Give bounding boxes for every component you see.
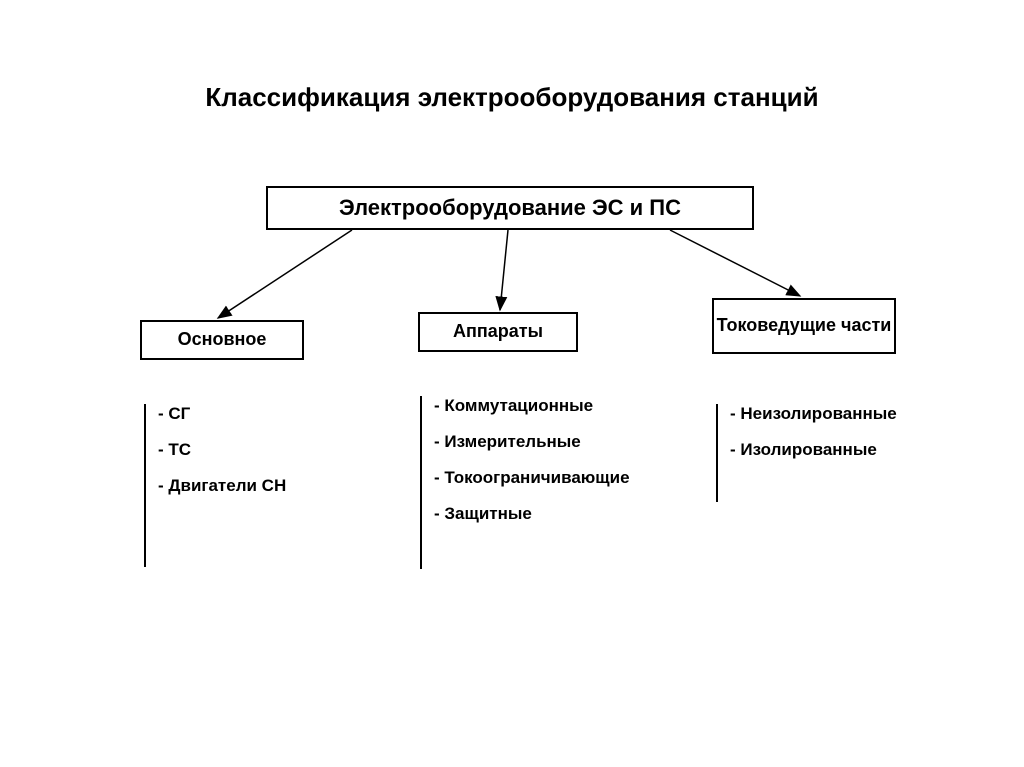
child-node-apparatus: Аппараты [418,312,578,352]
child-node-conductive-parts: Токоведущие части [712,298,896,354]
items-column-apparatus: - Коммутационные - Измерительные - Токоо… [420,396,660,569]
list-item: - Неизолированные [730,404,916,424]
list-item: - Измерительные [434,432,660,452]
list-item: - Изолированные [730,440,916,460]
child-node-main: Основное [140,320,304,360]
list-item: - ТС [158,440,314,460]
root-node: Электрооборудование ЭС и ПС [266,186,754,230]
list-item: - Коммутационные [434,396,660,416]
list-item: - Защитные [434,504,660,524]
items-column-main: - СГ - ТС - Двигатели СН [144,404,314,567]
list-item: - Токоограничивающие [434,468,660,488]
page-title: Классификация электрооборудования станци… [0,82,1024,113]
items-column-conductive: - Неизолированные - Изолированные [716,404,916,502]
list-item: - Двигатели СН [158,476,314,496]
list-item: - СГ [158,404,314,424]
connector-arrows [0,0,1024,767]
